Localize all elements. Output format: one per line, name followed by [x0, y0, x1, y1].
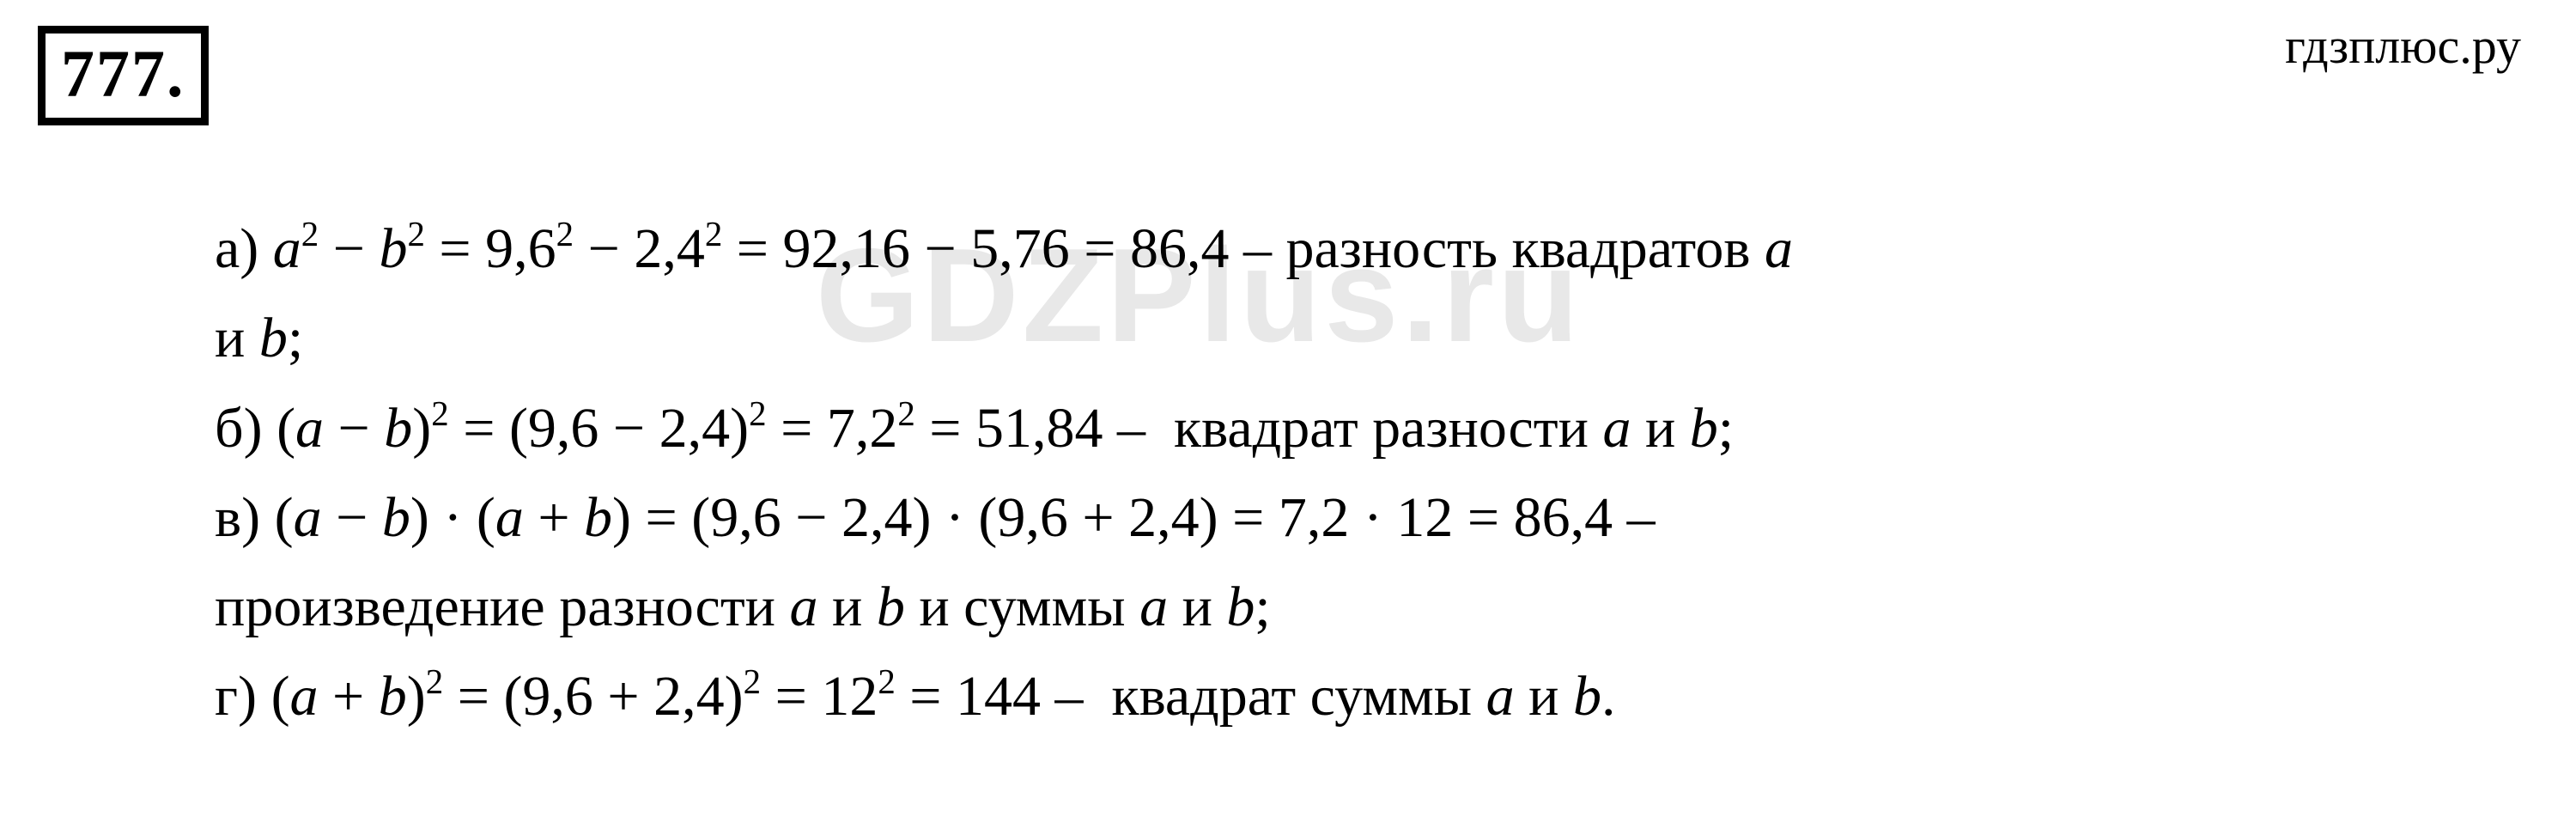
description-text: произведение разности [215, 576, 775, 638]
math-value: 12 [1396, 486, 1453, 549]
problem-number: 777. [61, 36, 185, 111]
math-var: b [384, 397, 412, 460]
math-exp: 2 [407, 215, 424, 253]
dash: – [1627, 486, 1656, 549]
description-text: квадрат разности [1174, 397, 1589, 460]
punct: ; [1255, 576, 1270, 638]
math-exp: 2 [897, 394, 914, 433]
math-var: b [259, 307, 288, 369]
solution-item: г) (a + b)2 = (9,6 + 2,4)2 = 122 = 144 –… [215, 652, 2507, 741]
math-var: b [382, 486, 410, 549]
math-value: 5,76 [970, 217, 1070, 280]
site-label: гдзплюс.ру [2285, 17, 2521, 75]
dash: – [1055, 665, 1084, 728]
description-text: и суммы [919, 576, 1125, 638]
punct: ; [288, 307, 303, 369]
math-var: a [290, 665, 319, 728]
math-value: 9,6 [528, 397, 599, 460]
math-exp: 2 [878, 662, 895, 701]
solution-block: а) a2 − b2 = 9,62 − 2,42 = 92,16 − 5,76 … [215, 204, 2507, 742]
math-value: 144 [956, 665, 1041, 728]
math-exp: 2 [744, 662, 761, 701]
math-var: a [1486, 665, 1515, 728]
math-var: a [273, 217, 301, 280]
math-var: a [294, 486, 322, 549]
math-exp: 2 [705, 215, 722, 253]
conj-and: и [1645, 397, 1675, 460]
math-exp: 2 [431, 394, 448, 433]
math-value: 7,2 [827, 397, 898, 460]
punct: . [1601, 665, 1616, 728]
punct: ; [1718, 397, 1734, 460]
solution-item: в) (a − b) · (a + b) = (9,6 − 2,4) · (9,… [215, 473, 2507, 563]
dash: – [1117, 397, 1145, 460]
problem-number-box: 777. [38, 26, 209, 125]
math-var: a [495, 486, 524, 549]
math-value: 51,84 [975, 397, 1103, 460]
math-var: a [295, 397, 324, 460]
math-value: 9,6 [710, 486, 781, 549]
math-exp: 2 [749, 394, 766, 433]
item-label: а) [215, 217, 258, 280]
item-label: в) [215, 486, 260, 549]
math-value: 9,6 [485, 217, 556, 280]
math-var: b [379, 217, 407, 280]
math-value: 86,4 [1130, 217, 1230, 280]
math-value: 7,2 [1279, 486, 1350, 549]
math-value: 2,4 [1128, 486, 1200, 549]
conj-and: и [1528, 665, 1558, 728]
math-var: b [1690, 397, 1718, 460]
math-var: b [1226, 576, 1255, 638]
math-value: 86,4 [1514, 486, 1613, 549]
page: GDZPlus.ru гдзплюс.ру 777. а) a2 − b2 = … [0, 0, 2576, 835]
item-label: б) [215, 397, 263, 460]
math-value: 9,6 [997, 486, 1068, 549]
math-var: a [790, 576, 818, 638]
solution-item: б) (a − b)2 = (9,6 − 2,4)2 = 7,22 = 51,8… [215, 384, 2507, 473]
math-var: a [1139, 576, 1168, 638]
math-value: 2,4 [659, 397, 731, 460]
item-label: г) [215, 665, 257, 728]
description-text: квадрат суммы [1112, 665, 1473, 728]
math-value: 2,4 [653, 665, 725, 728]
math-value: 12 [821, 665, 878, 728]
math-exp: 2 [301, 215, 319, 253]
conj-and: и [215, 307, 245, 369]
math-var: b [877, 576, 905, 638]
math-var: b [1573, 665, 1601, 728]
math-var: a [1602, 397, 1631, 460]
math-exp: 2 [556, 215, 574, 253]
solution-item: а) a2 − b2 = 9,62 − 2,42 = 92,16 − 5,76 … [215, 204, 2507, 384]
math-var: b [584, 486, 612, 549]
math-var: a [1765, 217, 1793, 280]
math-exp: 2 [426, 662, 443, 701]
math-value: 2,4 [634, 217, 705, 280]
dash: – [1243, 217, 1272, 280]
math-value: 9,6 [522, 665, 593, 728]
conj-and: и [1182, 576, 1212, 638]
math-var: b [379, 665, 407, 728]
math-value: 2,4 [841, 486, 913, 549]
solution-item-continuation: произведение разности a и b и суммы a и … [215, 563, 2507, 652]
conj-and: и [832, 576, 862, 638]
description-text: разность квадратов [1286, 217, 1751, 280]
math-value: 92,16 [783, 217, 911, 280]
